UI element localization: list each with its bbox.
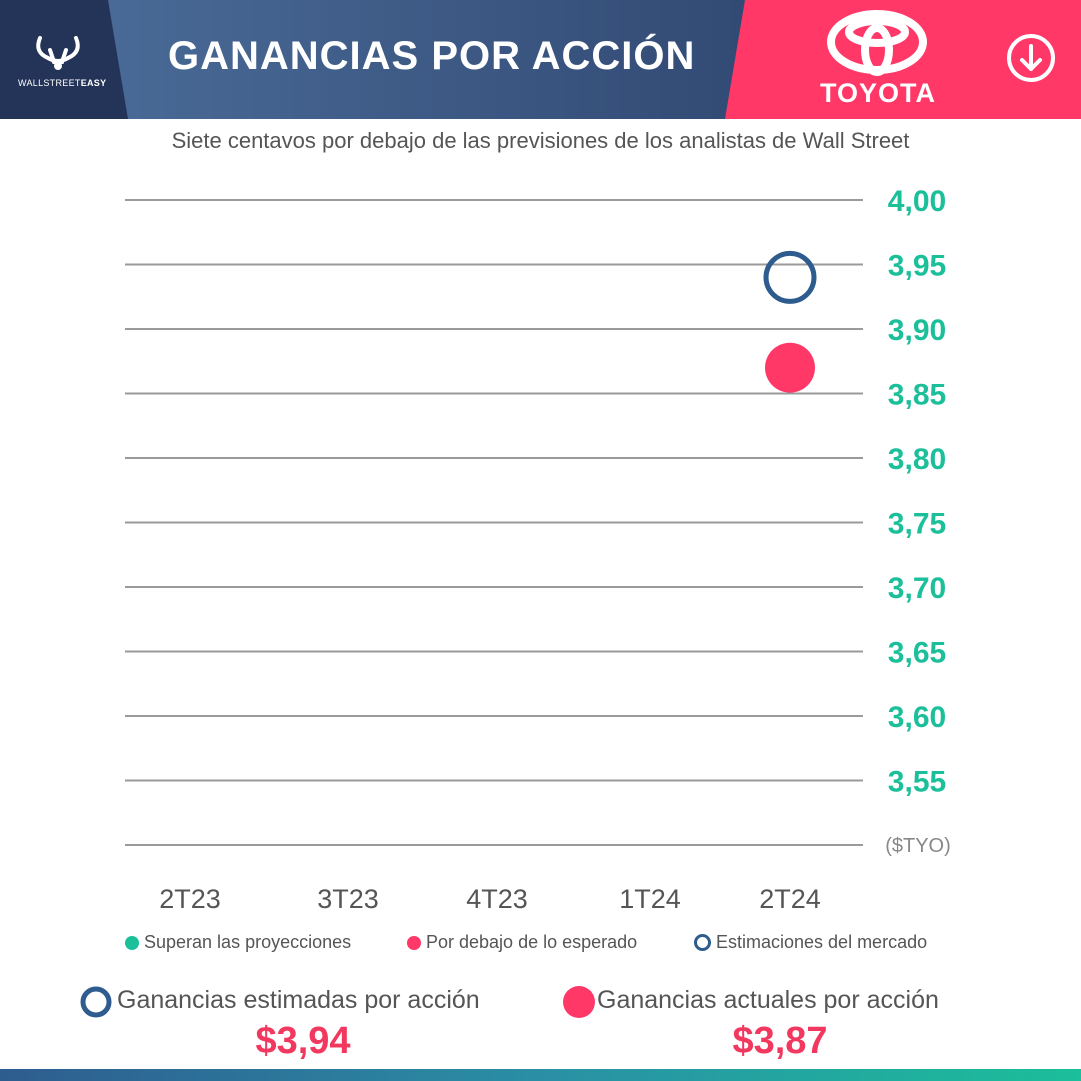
y-tick-label: 4,00 — [888, 185, 946, 218]
green-dot-icon — [125, 935, 139, 950]
logo-text-bold: EASY — [80, 78, 107, 88]
x-category-label: 3T23 — [317, 884, 379, 914]
y-unit-label: ($TYO) — [885, 835, 951, 857]
y-tick-label: 3,95 — [888, 250, 946, 283]
download-arrow-icon[interactable] — [1007, 34, 1055, 82]
legend-item-beat: Superan las proyecciones — [125, 932, 351, 953]
y-tick-label: 3,80 — [888, 443, 946, 476]
toyota-emblem-icon — [827, 10, 927, 76]
logo-text-light: WALLSTREET — [18, 78, 81, 88]
estimated-eps-label: Ganancias estimadas por acción — [117, 986, 480, 1014]
eps-chart: 4,00 3,95 3,90 3,85 3,80 3,75 3,70 3,65 3,60 3,55… — [125, 185, 951, 914]
y-tick-label: 3,65 — [888, 637, 946, 670]
header: WALLSTREETEASY GANANCIAS POR ACCIÓN TOYO… — [0, 0, 1081, 119]
legend-item-estimate: Estimaciones del mercado — [694, 932, 927, 953]
x-category-label: 2T23 — [159, 884, 221, 914]
pink-dot-icon — [407, 935, 421, 950]
y-tick-label: 3,75 — [888, 508, 946, 541]
chart-subtitle: Siete centavos por debajo de las previsi… — [171, 128, 910, 153]
estimate-point — [763, 250, 817, 304]
actual-eps-value: $3,87 — [732, 1020, 828, 1062]
legend-label: Por debajo de lo esperado — [426, 932, 638, 952]
bull-logo-icon — [36, 36, 80, 70]
logo-wordmark: WALLSTREETEASY — [18, 78, 106, 88]
y-tick-label: 3,55 — [888, 766, 946, 799]
y-tick-label: 3,60 — [888, 701, 946, 734]
x-category-label: 4T23 — [466, 884, 528, 914]
page-title: GANANCIAS POR ACCIÓN — [168, 34, 696, 78]
y-tick-label: 3,85 — [888, 379, 946, 412]
header-background — [0, 0, 1081, 119]
legend-label: Superan las proyecciones — [144, 932, 352, 952]
x-category-label: 1T24 — [619, 884, 681, 914]
brand-name: TOYOTA — [819, 78, 936, 108]
bottom-gradient-bar — [0, 1069, 1081, 1081]
y-tick-label: 3,70 — [888, 572, 946, 605]
actual-eps-label: Ganancias actuales por acción — [597, 986, 939, 1014]
y-tick-label: 3,90 — [888, 314, 946, 347]
blue-ring-icon — [80, 986, 112, 1018]
blue-ring-icon — [694, 934, 711, 951]
actual-point — [765, 342, 815, 393]
legend-label: Estimaciones del mercado — [716, 932, 928, 952]
estimated-eps-value: $3,94 — [255, 1020, 351, 1062]
legend-item-miss: Por debajo de lo esperado — [407, 932, 637, 953]
pink-dot-icon — [563, 986, 595, 1018]
x-category-label: 2T24 — [759, 884, 821, 914]
